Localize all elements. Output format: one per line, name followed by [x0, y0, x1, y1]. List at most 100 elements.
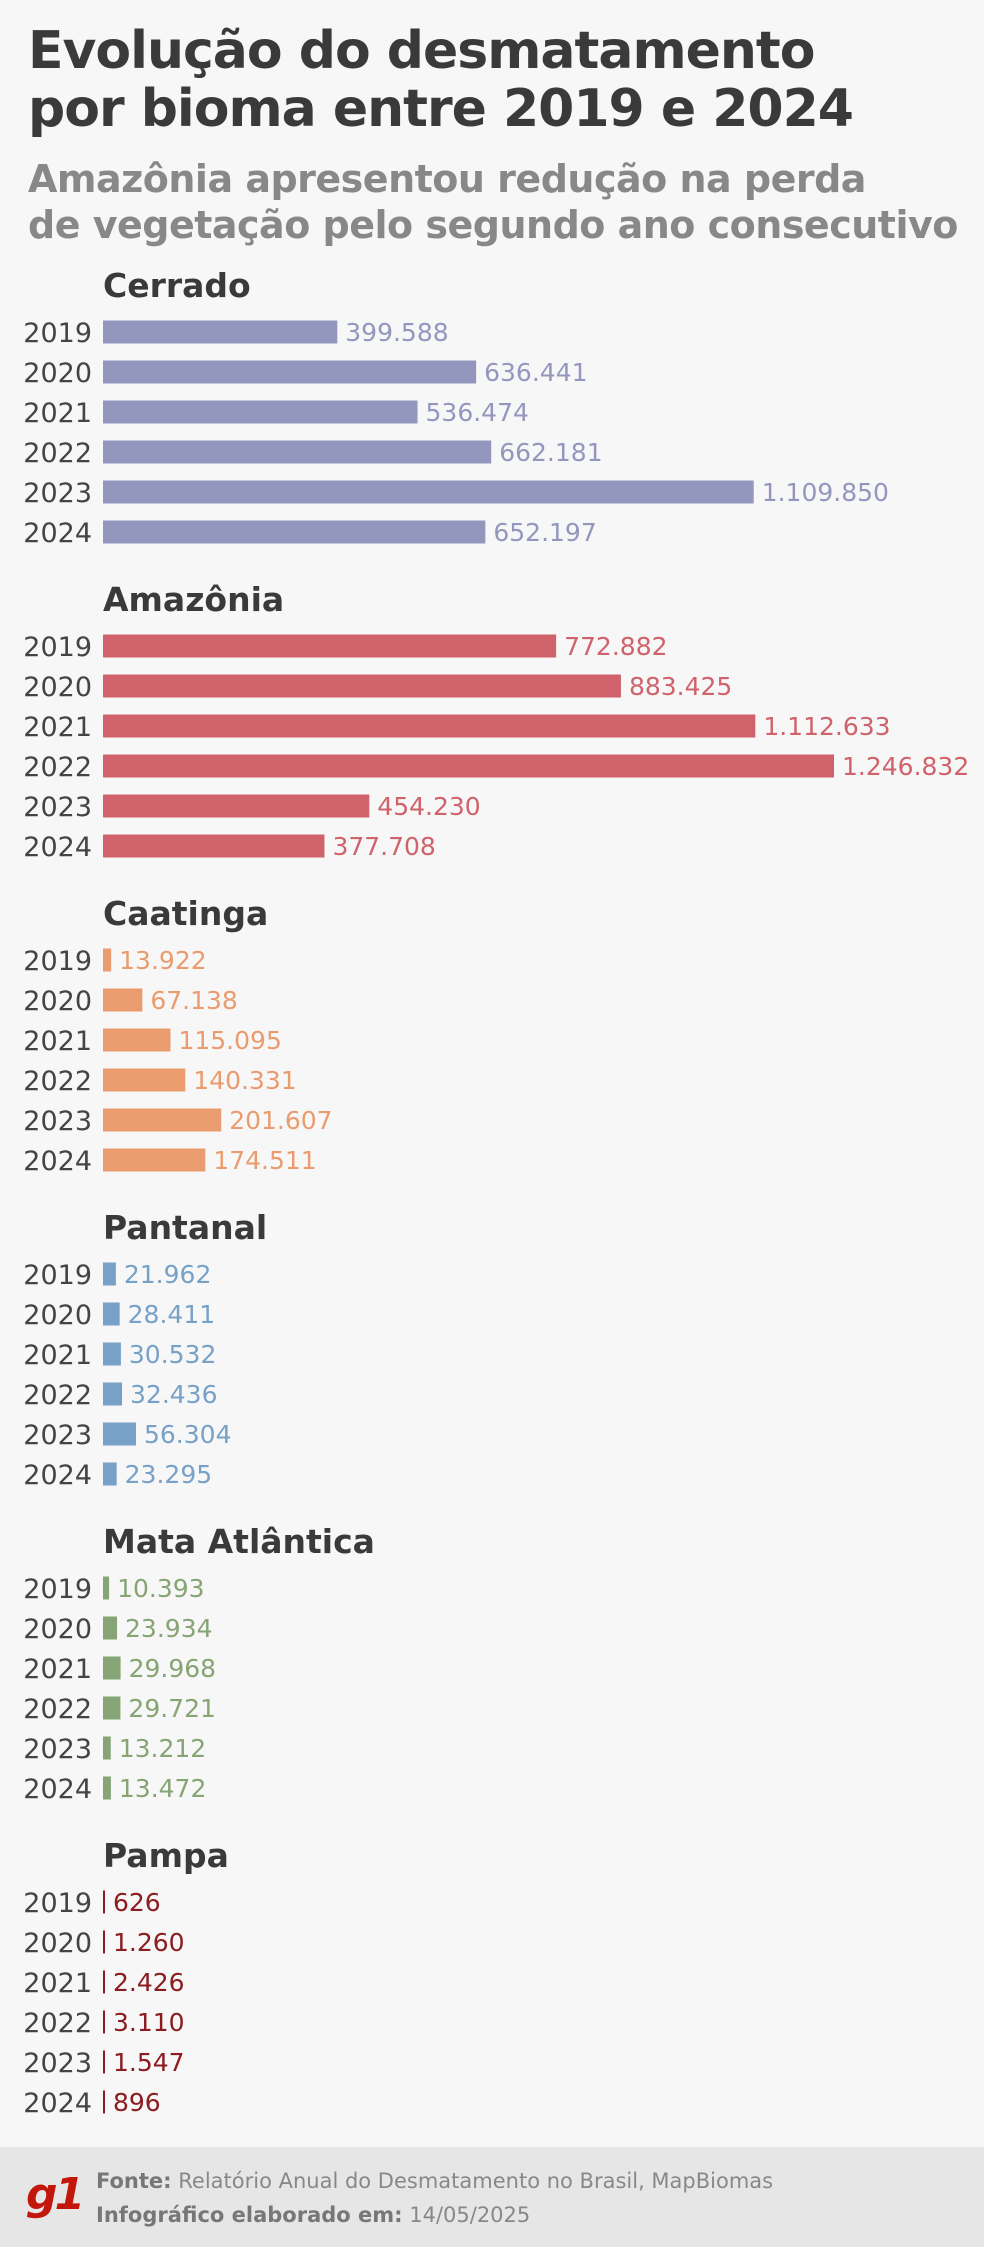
value-label-amazonia-2024: 377.708 — [332, 832, 435, 861]
value-label-caatinga-2024: 174.511 — [213, 1146, 316, 1175]
year-label-pampa-2022: 2022 — [23, 2008, 92, 2039]
value-label-amazonia-2022: 1.246.832 — [842, 752, 969, 781]
date-label: Infográfico elaborado em: — [96, 2203, 403, 2227]
year-label-cerrado-2021: 2021 — [23, 398, 92, 429]
year-label-mata-atlantica-2022: 2022 — [23, 1694, 92, 1725]
bar-mata-atlantica-2023 — [103, 1736, 111, 1760]
bar-amazonia-2021 — [103, 714, 756, 738]
bar-mata-atlantica-2024 — [103, 1776, 111, 1800]
bar-caatinga-2023 — [103, 1108, 222, 1132]
bar-pantanal-2023 — [103, 1422, 137, 1446]
bar-mata-atlantica-2019 — [103, 1576, 110, 1600]
value-label-amazonia-2020: 883.425 — [629, 672, 732, 701]
year-label-pantanal-2020: 2020 — [23, 1300, 92, 1331]
year-label-caatinga-2020: 2020 — [23, 986, 92, 1017]
value-label-cerrado-2023: 1.109.850 — [762, 478, 889, 507]
value-label-pantanal-2020: 28.411 — [128, 1300, 215, 1329]
year-label-mata-atlantica-2019: 2019 — [23, 1574, 92, 1605]
bar-pampa-2021 — [103, 1970, 105, 1994]
year-label-cerrado-2019: 2019 — [23, 318, 92, 349]
year-label-cerrado-2022: 2022 — [23, 438, 92, 469]
year-label-amazonia-2024: 2024 — [23, 832, 92, 863]
value-label-pampa-2024: 896 — [113, 2088, 161, 2117]
value-label-caatinga-2022: 140.331 — [193, 1066, 296, 1095]
subtitle-line-1: Amazônia apresentou redução na perda — [28, 157, 866, 201]
bar-cerrado-2019 — [103, 320, 338, 344]
bar-cerrado-2024 — [103, 520, 486, 544]
biome-bar-charts: Cerrado 2019 399.588 2020 636.441 2021 536.474… — [23, 266, 969, 2119]
source-text: Relatório Anual do Desmatamento no Brasi… — [178, 2169, 774, 2193]
value-label-pantanal-2021: 30.532 — [129, 1340, 216, 1369]
chart-title-mata-atlantica: Mata Atlântica — [103, 1522, 375, 1561]
year-label-amazonia-2020: 2020 — [23, 672, 92, 703]
title-line-1: Evolução do desmatamento — [28, 21, 815, 81]
bar-pantanal-2024 — [103, 1462, 117, 1486]
bar-amazonia-2020 — [103, 674, 621, 698]
year-label-pampa-2023: 2023 — [23, 2048, 92, 2079]
footer: g1 Fonte: Relatório Anual do Desmatament… — [0, 2147, 984, 2247]
bar-caatinga-2019 — [103, 948, 112, 972]
year-label-pantanal-2022: 2022 — [23, 1380, 92, 1411]
year-label-pantanal-2021: 2021 — [23, 1340, 92, 1371]
year-label-pantanal-2024: 2024 — [23, 1460, 92, 1491]
bar-caatinga-2022 — [103, 1068, 186, 1092]
year-label-pantanal-2023: 2023 — [23, 1420, 92, 1451]
value-label-cerrado-2022: 662.181 — [499, 438, 602, 467]
value-label-caatinga-2019: 13.922 — [119, 946, 206, 975]
bar-mata-atlantica-2022 — [103, 1696, 121, 1720]
value-label-pampa-2021: 2.426 — [113, 1968, 185, 1997]
bar-amazonia-2024 — [103, 834, 325, 858]
value-label-pantanal-2023: 56.304 — [144, 1420, 231, 1449]
bar-mata-atlantica-2020 — [103, 1616, 118, 1640]
value-label-caatinga-2021: 115.095 — [178, 1026, 281, 1055]
chart-title-caatinga: Caatinga — [103, 894, 268, 933]
bar-pampa-2019 — [103, 1890, 105, 1914]
bar-pampa-2022 — [103, 2010, 105, 2034]
value-label-amazonia-2023: 454.230 — [377, 792, 480, 821]
bar-cerrado-2023 — [103, 480, 754, 504]
chart-title-pantanal: Pantanal — [103, 1208, 267, 1247]
year-label-pampa-2019: 2019 — [23, 1888, 92, 1919]
year-label-caatinga-2024: 2024 — [23, 1146, 92, 1177]
bar-pantanal-2022 — [103, 1382, 123, 1406]
bar-pampa-2023 — [103, 2050, 105, 2074]
date-line: Infográfico elaborado em: 14/05/2025 — [96, 2203, 530, 2227]
year-label-mata-atlantica-2024: 2024 — [23, 1774, 92, 1805]
value-label-mata-atlantica-2020: 23.934 — [125, 1614, 212, 1643]
year-label-pampa-2024: 2024 — [23, 2088, 92, 2119]
bar-pantanal-2021 — [103, 1342, 121, 1366]
year-label-pampa-2021: 2021 — [23, 1968, 92, 1999]
year-label-caatinga-2022: 2022 — [23, 1066, 92, 1097]
value-label-cerrado-2020: 636.441 — [484, 358, 587, 387]
bar-caatinga-2020 — [103, 988, 143, 1012]
year-label-caatinga-2023: 2023 — [23, 1106, 92, 1137]
chart-title-amazonia: Amazônia — [103, 580, 284, 619]
page-subtitle: Amazônia apresentou redução na perda de … — [28, 156, 958, 248]
value-label-pantanal-2024: 23.295 — [125, 1460, 212, 1489]
value-label-caatinga-2023: 201.607 — [229, 1106, 332, 1135]
value-label-pampa-2020: 1.260 — [113, 1928, 185, 1957]
year-label-amazonia-2021: 2021 — [23, 712, 92, 743]
bar-amazonia-2019 — [103, 634, 557, 658]
bar-amazonia-2023 — [103, 794, 370, 818]
g1-logo: g1 — [26, 2169, 85, 2220]
bar-amazonia-2022 — [103, 754, 834, 778]
value-label-mata-atlantica-2022: 29.721 — [128, 1694, 215, 1723]
value-label-cerrado-2024: 652.197 — [493, 518, 596, 547]
year-label-mata-atlantica-2023: 2023 — [23, 1734, 92, 1765]
bar-pampa-2020 — [103, 1930, 105, 1954]
value-label-pampa-2023: 1.547 — [113, 2048, 185, 2077]
chart-title-pampa: Pampa — [103, 1836, 229, 1875]
year-label-mata-atlantica-2020: 2020 — [23, 1614, 92, 1645]
value-label-amazonia-2021: 1.112.633 — [763, 712, 890, 741]
page-title: Evolução do desmatamento por bioma entre… — [28, 21, 854, 138]
year-label-amazonia-2022: 2022 — [23, 752, 92, 783]
value-label-mata-atlantica-2021: 29.968 — [129, 1654, 216, 1683]
bar-mata-atlantica-2021 — [103, 1656, 121, 1680]
year-label-amazonia-2019: 2019 — [23, 632, 92, 663]
year-label-amazonia-2023: 2023 — [23, 792, 92, 823]
source-label: Fonte: — [96, 2169, 172, 2193]
value-label-mata-atlantica-2024: 13.472 — [119, 1774, 206, 1803]
chart-title-cerrado: Cerrado — [103, 266, 251, 305]
value-label-pampa-2022: 3.110 — [113, 2008, 185, 2037]
